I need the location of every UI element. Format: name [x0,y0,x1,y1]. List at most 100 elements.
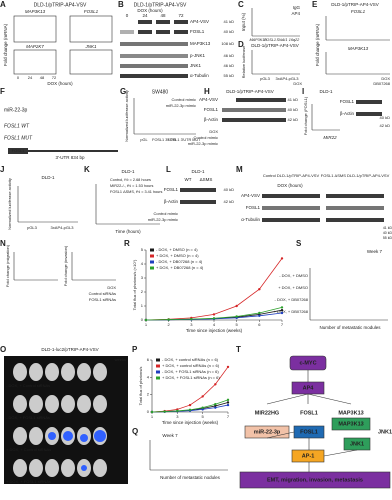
label: 0 [126,13,129,18]
utr-schematic [8,148,118,154]
label: 108 kD [221,41,234,46]
diagram-shapes [239,355,391,489]
label: DOX (hours) [137,8,163,13]
data-point [201,406,204,409]
label: DB07268 [373,81,390,86]
label: 40 kD [224,29,235,34]
data-point [176,409,179,413]
label: FOSL1 [264,38,276,42]
data-point [201,408,204,411]
label: DLD-1/pTRIP-AP4-VSV [34,2,87,8]
data-point [188,403,192,407]
label: weeks [115,357,126,362]
label: Normalized luciferase activity [7,178,12,230]
label: Control DLD-1/pTRIP-AP4-VSV [263,173,320,178]
x-tick-label: 6 [258,322,261,327]
label: miR-22-3p mimic [166,103,196,108]
legend-label: - DOX, + control siRNAs (n = 6) [162,357,219,362]
label: 42 kD [288,117,299,122]
diagram-node: JNK1 [350,441,364,447]
panel-letter: B [118,0,124,9]
x-tick-label: 5 [236,322,239,327]
panel-letter: A [0,0,6,9]
label: AP4-VSV [199,97,218,102]
data-point [214,406,217,409]
label: + DOX, + DB07268 [274,309,309,314]
label: 40 kD [383,231,392,235]
label: AP4 [291,11,300,16]
x-tick-label: 3 [190,322,193,327]
label: DOX [293,81,302,86]
data-point [188,408,192,412]
layout [13,8,390,471]
data-point [258,311,261,315]
label: miR-22-3p mimic [188,141,218,146]
legend-swatch [156,358,160,362]
data-point [226,401,230,404]
label: - DOX, + FOSL1 siRNAs [6,415,50,420]
label: + DOX, + DMSO [278,285,308,290]
y-tick-label: 4 [141,261,144,266]
legend-swatch [150,260,154,264]
panel-letter: Q [132,427,138,436]
blots [120,20,384,222]
label: 48 [160,13,166,18]
label: Input (%) [241,12,246,31]
label: 3xAP4-pGL3 [276,76,300,81]
diagram-node: c-MYC [299,360,316,366]
label: 40 kD [224,187,235,192]
y-tick-label: 6 [147,357,150,362]
label: FOSL1 [12,148,25,153]
label: FOSL1 [164,187,179,192]
diagram-node: FOSL1 [300,410,318,416]
label: DLD-1 [41,175,55,180]
panel-letter: N [0,239,6,248]
label: Fold change (invasion) [63,245,68,286]
y-tick-label: 2 [147,392,150,397]
label: DLD-1/pTRIP-AP4-VSV [226,89,274,94]
y-tick-label: 0 [147,409,150,414]
data-point [167,318,170,321]
x-tick-label: 1 [151,414,154,419]
label: 41 kD [224,19,235,24]
diagram-node: MAP3K13 [338,421,363,427]
diagram-node: AP-1 [302,453,315,459]
panel-letter: G [120,87,126,96]
legend-swatch [150,248,154,252]
label: MIR22-/-, t½ = 1.53 hours [110,184,153,188]
y-axis-label: Total flux of photons/s [138,367,143,406]
label: pGL3 [260,76,271,81]
data-point [280,309,284,312]
legend-swatch [150,266,154,270]
x-axis-label: Time since injection (weeks) [162,420,219,425]
label: β-Actin [164,199,179,204]
legend-label: + DOX, + DMSO (n = 4) [156,253,199,258]
label: MAP2K7 [26,44,44,49]
label: 48 [40,75,45,80]
legend-label: - DOX, + DMSO (n = 4) [156,247,198,252]
label: Week 7 [162,433,178,438]
label: DLD-1/pTRIP-AP4-VSV [251,43,299,48]
label: ΔSMS [200,177,213,182]
label: 46 kD [224,53,235,58]
x-tick-label: 2 [168,322,171,327]
x-tick-label: 5 [202,414,205,419]
label: - DOX, + DMSO [279,273,308,278]
label: MAP3K13 [249,38,267,42]
data-point [280,311,284,315]
label: Fold change (mRNA) [315,23,320,66]
legend-label: + DOX, + FOSL1 siRNAs (n = 6) [162,375,220,380]
diagram-node: JNK1 pathway [378,429,392,435]
panel-letter: L [166,165,171,174]
data-point [201,395,204,398]
legend-label: + DOX, + DB07268 (n = 4) [156,265,204,270]
x-tick-label: 1 [145,322,148,327]
label: Normalized luciferase activity [124,90,129,142]
label: FOSL1 siRNAs [89,297,116,302]
label: 41 kD [383,226,392,230]
x-tick-label: 4 [213,322,216,327]
label: Week 7 [367,249,383,254]
label: 0 [17,75,20,80]
data-point [226,403,230,407]
data-point [212,313,216,316]
